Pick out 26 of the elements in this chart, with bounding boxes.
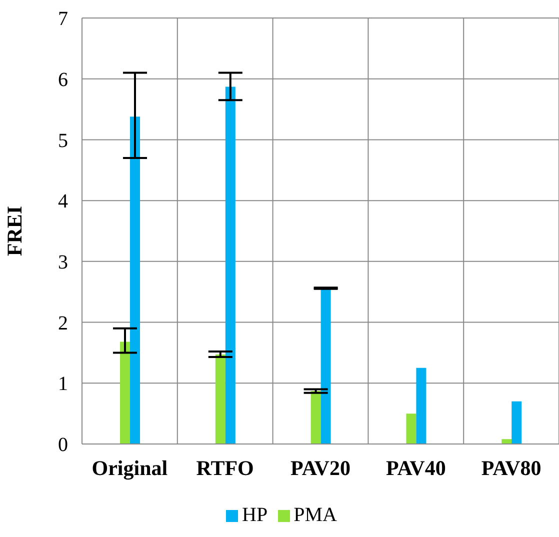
- x-tick-label: Original: [92, 456, 168, 480]
- legend-label: PMA: [294, 504, 337, 526]
- y-tick-label: 3: [58, 252, 68, 274]
- y-tick-label: 4: [58, 190, 68, 213]
- bar: [310, 391, 321, 444]
- bar: [130, 116, 140, 444]
- bar: [320, 288, 331, 444]
- x-tick-label: RTFO: [196, 456, 254, 480]
- bar: [406, 414, 416, 444]
- bar: [120, 342, 130, 444]
- y-tick-label: 0: [58, 434, 68, 456]
- bar: [225, 86, 236, 444]
- y-axis-title: FREI: [2, 206, 26, 256]
- x-tick-label: PAV40: [386, 456, 446, 480]
- x-tick-label: PAV80: [481, 456, 542, 480]
- legend-label: HP: [242, 504, 268, 526]
- bar: [502, 439, 512, 444]
- bar: [512, 401, 522, 444]
- y-tick-label: 5: [58, 130, 68, 152]
- y-tick-label: 2: [58, 312, 68, 334]
- bar: [416, 368, 426, 444]
- bar: [215, 354, 226, 444]
- y-tick-label: 6: [58, 68, 68, 91]
- x-tick-label: PAV20: [290, 456, 350, 480]
- y-tick-label: 7: [58, 8, 68, 30]
- y-tick-label: 1: [58, 373, 68, 396]
